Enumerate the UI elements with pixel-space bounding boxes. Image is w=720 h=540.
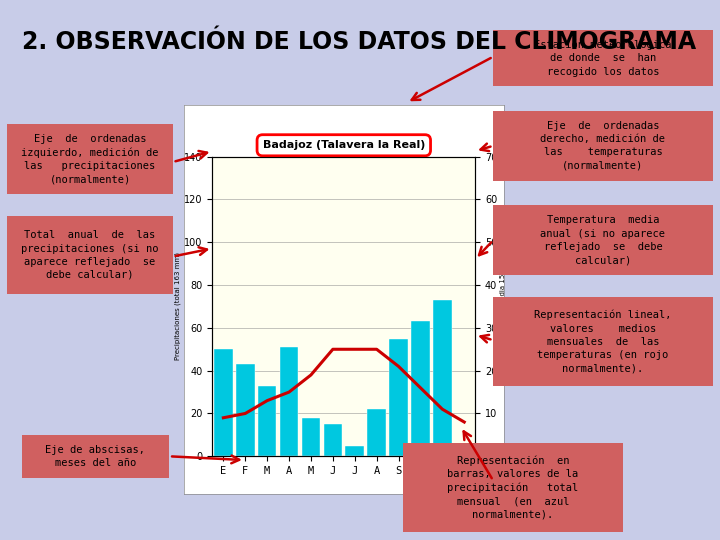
Bar (455, 450, 474, 456)
Text: 2. OBSERVACIÓN DE LOS DATOS DEL CLIMOGRAMA: 2. OBSERVACIÓN DE LOS DATOS DEL CLIMOGRA… (22, 30, 696, 53)
Bar (390, 339, 408, 456)
Text: Eje  de  ordenadas
derecho, medición de
las    temperaturas
(normalmente): Eje de ordenadas derecho, medición de la… (541, 121, 665, 171)
Y-axis label: Precipitaciones (total 163 mm): Precipitaciones (total 163 mm) (175, 252, 181, 360)
Bar (411, 321, 430, 456)
Bar (346, 446, 364, 456)
Bar (258, 386, 276, 456)
Bar (280, 347, 298, 456)
Bar (302, 418, 320, 456)
Text: Representación lineal,
valores    medios
mensuales  de  las
temperaturas (en roj: Representación lineal, valores medios me… (534, 310, 672, 373)
Text: Total  anual  de  las
precipitaciones (si no
aparece reflejado  se
debe calcular: Total anual de las precipitaciones (si n… (22, 231, 158, 280)
Text: Eje  de  ordenadas
izquierdo, medición de
las   precipitaciones
(normalmente): Eje de ordenadas izquierdo, medición de … (22, 134, 158, 185)
Text: Temperatura  media
anual (si no aparece
reflejado  se  debe
calcular): Temperatura media anual (si no aparece r… (541, 215, 665, 265)
Bar (367, 409, 386, 456)
Bar (323, 424, 342, 456)
Text: Representación  en
barras, valores de la
precipitación   total
mensual  (en  azu: Representación en barras, valores de la … (447, 455, 579, 519)
Bar (433, 300, 451, 456)
Bar (236, 364, 255, 456)
Y-axis label: temperaturas (media 15% °C): temperaturas (media 15% °C) (500, 254, 508, 359)
Text: Eje de abscisas,
meses del año: Eje de abscisas, meses del año (45, 445, 145, 468)
Title: Badajoz (Talavera la Real): Badajoz (Talavera la Real) (263, 140, 425, 150)
Text: Estación meteorológica
de donde  se  han
recogido los datos: Estación meteorológica de donde se han r… (534, 39, 672, 77)
Bar (214, 349, 233, 456)
